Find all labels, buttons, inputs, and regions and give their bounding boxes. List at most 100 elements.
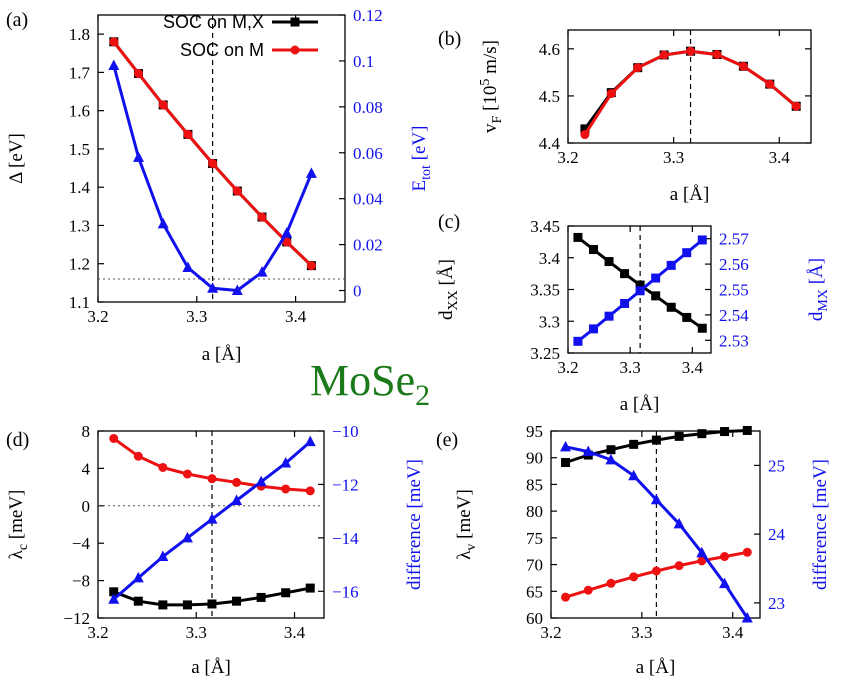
data-point bbox=[157, 550, 169, 562]
data-point bbox=[682, 248, 692, 258]
data-point bbox=[133, 596, 143, 606]
y-tick-label: 1.7 bbox=[69, 63, 91, 82]
data-point bbox=[697, 556, 707, 566]
data-point bbox=[109, 433, 119, 443]
y-right-tick-label: 2.55 bbox=[719, 281, 749, 300]
y-axis-label: λv [meV] bbox=[454, 489, 479, 560]
data-point bbox=[305, 167, 317, 178]
data-point bbox=[255, 475, 267, 487]
data-point bbox=[628, 469, 640, 481]
data-point bbox=[206, 513, 218, 524]
panel-label: (b) bbox=[438, 28, 461, 50]
data-point bbox=[182, 600, 192, 610]
legend-marker bbox=[290, 45, 300, 55]
y-right-tick-label: −14 bbox=[332, 529, 359, 548]
data-point bbox=[133, 451, 143, 461]
y-right-tick-label: 0.06 bbox=[353, 144, 383, 163]
data-point bbox=[109, 587, 119, 597]
panel-e: 3.2 3.3 3.4 60 65 70 75 80 85 90 95 23 24 25 (e) a [Å] λ… bbox=[436, 422, 831, 678]
x-tick-label: 3.3 bbox=[186, 623, 207, 642]
data-point bbox=[635, 286, 645, 296]
x-tick-label: 3.4 bbox=[722, 623, 744, 642]
data-point bbox=[207, 282, 219, 293]
data-point bbox=[791, 101, 801, 111]
data-point bbox=[282, 237, 292, 247]
data-point bbox=[281, 484, 291, 494]
y-tick-label: 95 bbox=[526, 422, 543, 441]
data-point bbox=[686, 46, 696, 56]
series-2 bbox=[108, 435, 316, 604]
x-tick-label: 3.4 bbox=[284, 623, 306, 642]
y-right-tick-label: −16 bbox=[332, 582, 359, 601]
legend-label: SOC on M,X bbox=[163, 12, 264, 32]
panel-c: 3.2 3.3 3.4 3.25 3.3 3.35 3.4 3.45 2.53 2.54 2.55 2… bbox=[436, 211, 831, 415]
series-1 bbox=[573, 235, 707, 346]
y-tick-label: 60 bbox=[526, 609, 543, 628]
data-point bbox=[742, 547, 752, 557]
material-label: MoSe2 bbox=[310, 356, 430, 412]
x-tick-label: 3.2 bbox=[557, 358, 578, 377]
y-tick-label: 1.4 bbox=[69, 178, 91, 197]
data-point bbox=[232, 596, 242, 606]
data-point bbox=[606, 89, 616, 99]
plot-frame bbox=[550, 430, 761, 619]
data-point bbox=[651, 273, 661, 283]
data-point bbox=[583, 585, 593, 595]
y-right-tick-label: 25 bbox=[768, 456, 785, 475]
data-point bbox=[606, 445, 616, 455]
data-point bbox=[674, 431, 684, 441]
data-point bbox=[207, 474, 217, 484]
data-point bbox=[306, 261, 316, 271]
data-point bbox=[720, 552, 730, 562]
data-point bbox=[158, 100, 168, 110]
data-point bbox=[181, 531, 193, 543]
x-axis-label: a [Å] bbox=[620, 394, 660, 415]
x-tick-label: 3.2 bbox=[87, 307, 108, 326]
data-point bbox=[673, 517, 685, 529]
data-point bbox=[588, 324, 598, 334]
legend-label: SOC on M bbox=[180, 40, 264, 60]
data-point bbox=[629, 572, 639, 582]
data-point bbox=[134, 69, 144, 79]
y-tick-label: 1.1 bbox=[69, 293, 90, 312]
x-tick-label: 3.3 bbox=[631, 623, 652, 642]
y-axis-label: Δ [eV] bbox=[6, 133, 27, 184]
data-point bbox=[650, 493, 662, 505]
data-point bbox=[573, 232, 583, 242]
data-point bbox=[582, 445, 594, 457]
data-point bbox=[256, 266, 268, 277]
x-tick-label: 3.2 bbox=[540, 623, 561, 642]
data-point bbox=[741, 612, 753, 623]
series-2 bbox=[560, 440, 753, 623]
data-point bbox=[232, 477, 242, 487]
data-point bbox=[182, 469, 192, 479]
data-point bbox=[580, 130, 590, 140]
y-tick-label: 75 bbox=[526, 529, 543, 548]
y-tick-label: 65 bbox=[526, 582, 543, 601]
y-right-axis-label: dMX [Å] bbox=[806, 258, 831, 321]
y-tick-label: 3.3 bbox=[539, 312, 560, 331]
series-1 bbox=[580, 46, 801, 140]
data-point bbox=[573, 336, 583, 346]
data-point bbox=[280, 457, 292, 468]
y-tick-label: 1.3 bbox=[69, 216, 90, 235]
data-point bbox=[208, 158, 218, 168]
data-point bbox=[651, 566, 661, 576]
y-axis-label: dXX [Å] bbox=[436, 259, 461, 320]
y-tick-label: 4.5 bbox=[539, 87, 560, 106]
data-point bbox=[635, 280, 645, 290]
y-right-tick-label: 0.12 bbox=[353, 6, 383, 25]
y-right-tick-label: 0.04 bbox=[353, 190, 383, 209]
y-right-tick-label: 0.1 bbox=[353, 52, 374, 71]
data-point bbox=[696, 546, 708, 558]
y-tick-label: 90 bbox=[526, 449, 543, 468]
data-point bbox=[674, 561, 684, 571]
data-point bbox=[720, 427, 730, 437]
panel-label: (d) bbox=[6, 429, 29, 451]
panel-b: 3.2 3.3 3.4 4.4 4.5 4.6 (b) a [Å] vF [105 m/s] bbox=[438, 28, 812, 205]
x-tick-label: 3.4 bbox=[285, 307, 307, 326]
data-point bbox=[304, 435, 316, 447]
series-2 bbox=[108, 59, 317, 296]
plot-frame bbox=[97, 430, 325, 619]
data-point bbox=[659, 50, 669, 60]
